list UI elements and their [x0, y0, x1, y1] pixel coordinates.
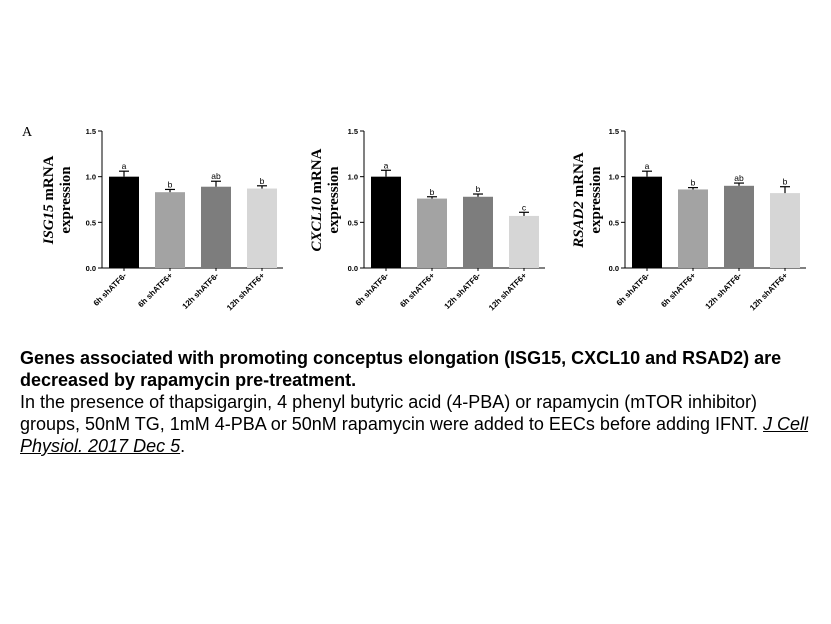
y-axis-title-line1: CXCL10 mRNA [309, 148, 325, 251]
y-axis-title-rest: mRNA [571, 152, 587, 201]
y-tick-label: 0.5 [609, 218, 619, 227]
bar [724, 185, 754, 268]
bar [770, 193, 800, 268]
bar [109, 176, 139, 268]
significance-label: a [645, 161, 650, 171]
bar [155, 192, 185, 268]
bar [509, 215, 539, 268]
x-category-label: 12h shATF6- [443, 271, 483, 311]
significance-label: b [260, 176, 265, 186]
citation-link[interactable]: J Cell Physiol. 2017 Dec 5 [20, 414, 809, 456]
x-category-label: 6h shATF6+ [398, 271, 436, 309]
y-tick-label: 0.5 [348, 218, 358, 227]
chart-panel-1: ISG15 mRNAexpression 0.0 0.5 1.0 1.5 a 6h shAT… [41, 127, 283, 312]
bar [632, 176, 662, 268]
y-axis-title-line1: RSAD2 mRNA [571, 152, 587, 249]
significance-label: b [783, 177, 788, 187]
y-tick-label: 1.0 [609, 173, 619, 182]
chart-panel-2: CXCL10 mRNAexpression 0.0 0.5 1.0 1.5 a 6h shA… [309, 127, 545, 312]
bar [678, 189, 708, 268]
caption-end: . [180, 436, 186, 456]
significance-label: ab [211, 171, 221, 181]
y-tick-label: 0.0 [609, 264, 619, 273]
y-axis-title-line2: expression [58, 166, 74, 234]
significance-label: b [430, 187, 435, 197]
y-axis-gene: RSAD2 [571, 201, 587, 249]
chart-panel-3: RSAD2 mRNAexpression 0.0 0.5 1.0 1.5 a 6h shAT… [571, 127, 806, 312]
significance-label: b [691, 178, 696, 188]
bar [417, 198, 447, 268]
significance-label: a [122, 161, 127, 171]
x-category-label: 12h shATF6+ [487, 271, 529, 313]
y-axis-title-rest: mRNA [309, 148, 325, 197]
bar [371, 176, 401, 268]
caption: Genes associated with promoting conceptu… [20, 347, 820, 457]
significance-label: a [384, 160, 389, 170]
x-category-label: 12h shATF6+ [748, 271, 790, 313]
y-tick-label: 1.0 [86, 173, 96, 182]
significance-label: b [168, 179, 173, 189]
y-tick-label: 1.0 [348, 173, 358, 182]
x-category-label: 6h shATF6- [354, 271, 391, 308]
caption-title: Genes associated with promoting conceptu… [20, 348, 782, 390]
y-axis-title-line2: expression [588, 166, 604, 234]
y-tick-label: 0.0 [86, 264, 96, 273]
caption-body: In the presence of thapsigargin, 4 pheny… [20, 391, 820, 457]
x-category-label: 12h shATF6- [181, 271, 221, 311]
y-axis-title-line1: ISG15 mRNA [41, 155, 57, 245]
bar [247, 188, 277, 268]
x-category-label: 6h shATF6- [615, 271, 652, 308]
x-category-label: 12h shATF6- [704, 271, 744, 311]
x-category-label: 6h shATF6+ [659, 271, 697, 309]
significance-label: c [522, 202, 527, 212]
significance-label: b [476, 184, 481, 194]
bar [463, 196, 493, 268]
x-category-label: 6h shATF6- [92, 271, 129, 308]
significance-label: ab [734, 173, 744, 183]
caption-body-text: In the presence of thapsigargin, 4 pheny… [20, 392, 759, 434]
x-category-label: 12h shATF6+ [225, 271, 267, 313]
y-axis-title: ISG15 mRNAexpression [41, 155, 74, 245]
y-axis-title-line2: expression [326, 166, 342, 234]
y-axis-gene: ISG15 [41, 204, 57, 246]
y-tick-label: 1.5 [348, 127, 358, 136]
x-category-label: 6h shATF6+ [136, 271, 174, 309]
y-tick-label: 0.0 [348, 264, 358, 273]
y-axis-title: CXCL10 mRNAexpression [309, 148, 342, 251]
y-axis-title-rest: mRNA [41, 155, 57, 204]
bar [201, 186, 231, 268]
y-axis-gene: CXCL10 [309, 197, 325, 252]
y-tick-label: 1.5 [609, 127, 619, 136]
panel-label: A [22, 125, 33, 140]
y-tick-label: 1.5 [86, 127, 96, 136]
y-tick-label: 0.5 [86, 218, 96, 227]
y-axis-title: RSAD2 mRNAexpression [571, 152, 604, 249]
